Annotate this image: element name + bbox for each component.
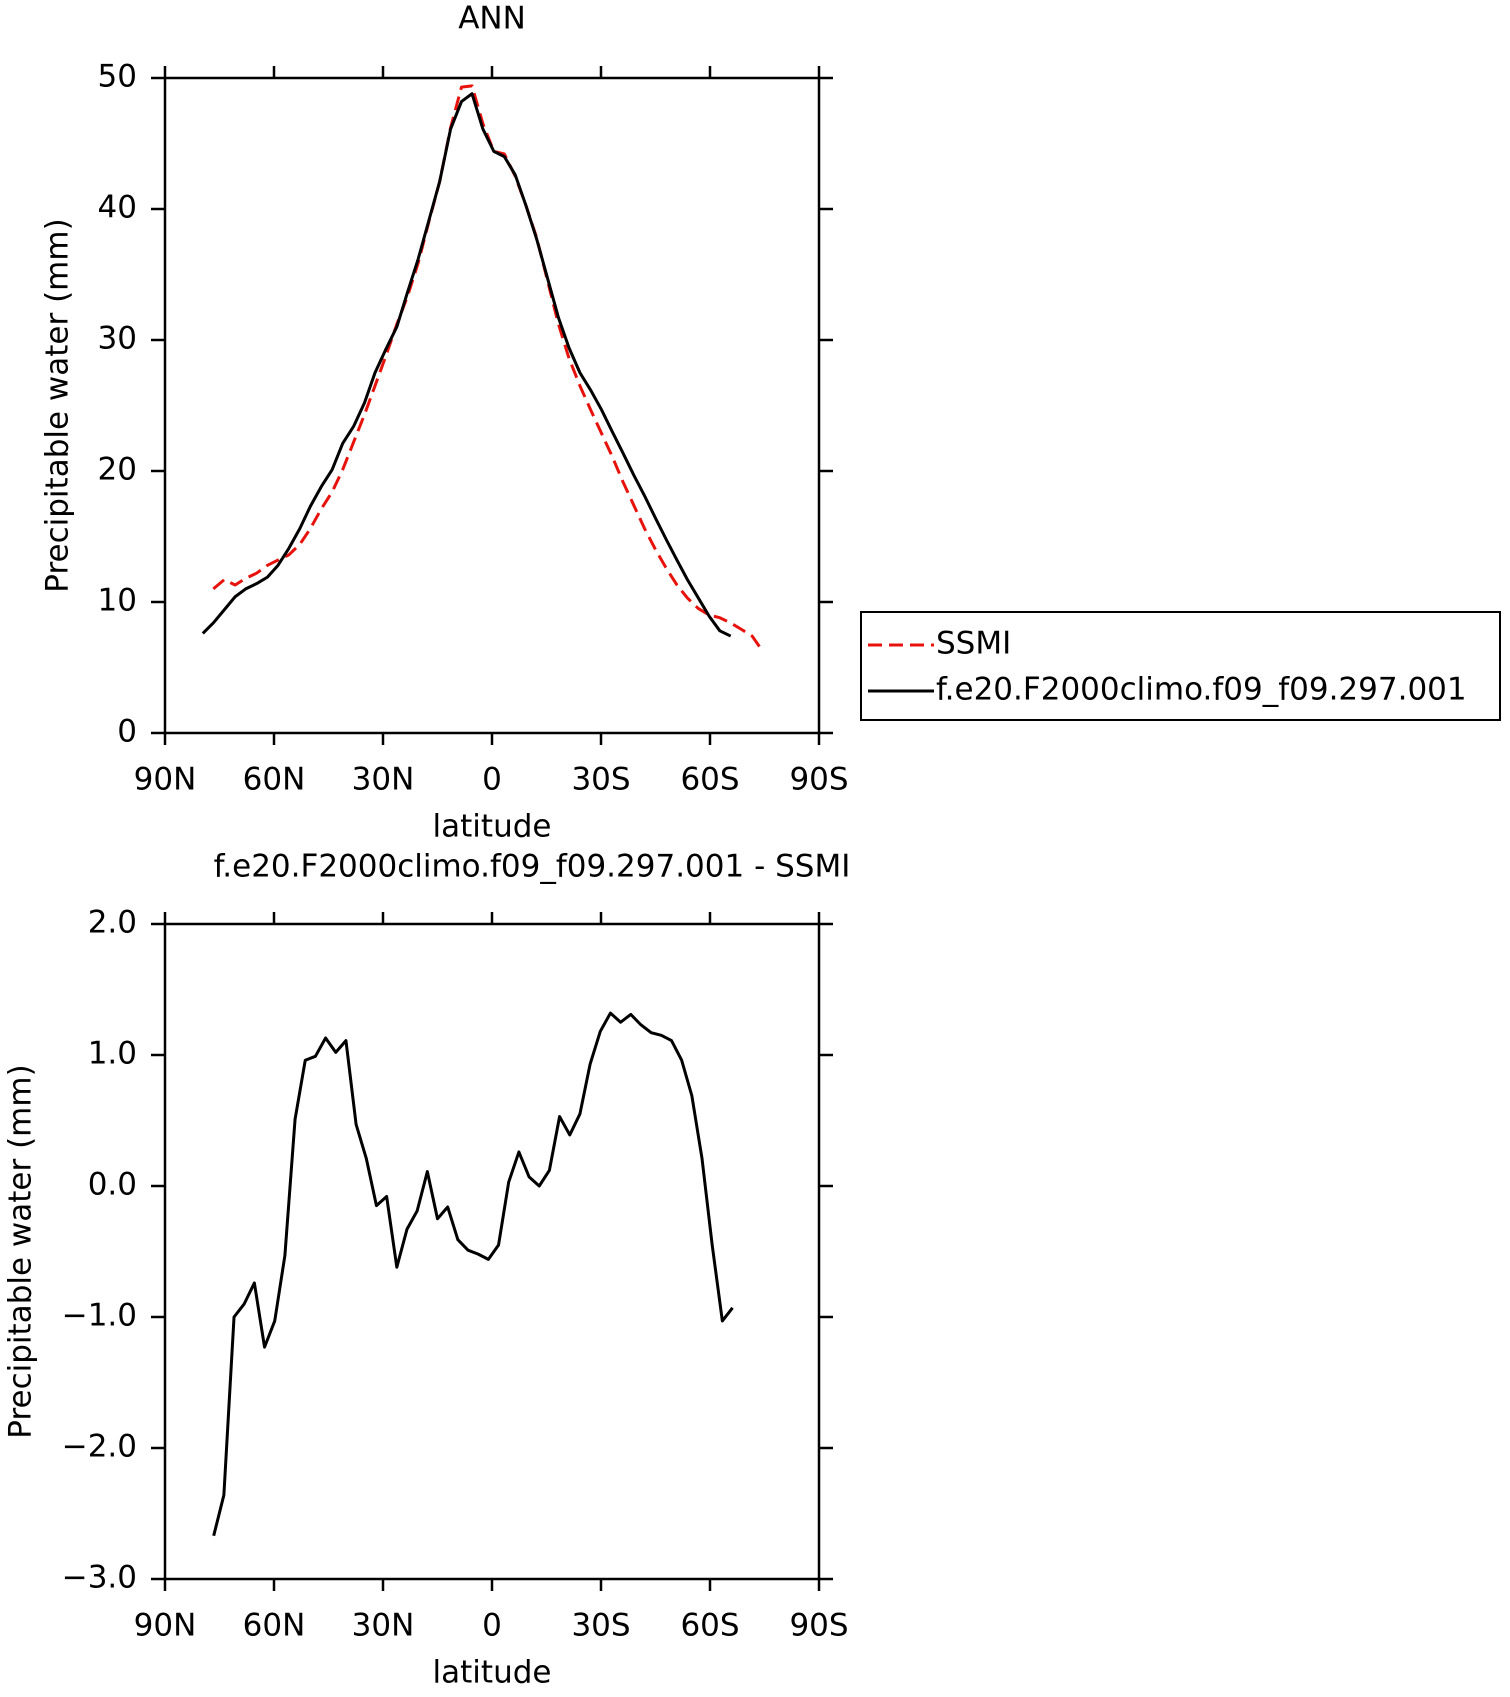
plot-frame (163, 76, 821, 735)
x-axis-label: latitude (433, 1655, 552, 1691)
x-tick-label: 90N (134, 1608, 197, 1644)
x-tick-label: 0 (482, 762, 502, 798)
x-tick-label: 90S (789, 1608, 848, 1644)
chart-panel: f.e20.F2000climo.f09_f09.297.001 - SSMI l… (3, 849, 851, 1691)
plot-frame (163, 922, 821, 1581)
y-axis-label: Precipitable water (mm) (3, 1064, 39, 1438)
x-tick-label: 60S (680, 762, 739, 798)
chart-title: f.e20.F2000climo.f09_f09.297.001 - SSMI (214, 849, 851, 885)
legend-label: f.e20.F2000climo.f09_f09.297.001 (936, 672, 1467, 708)
y-tick-label: 40 (98, 190, 137, 226)
series-line (201, 92, 732, 638)
x-tick-label: 30S (571, 762, 630, 798)
y-tick-label: 10 (98, 583, 137, 619)
x-tick-label: 0 (482, 1608, 502, 1644)
x-tick-label: 30N (352, 1608, 415, 1644)
y-tick-label: 2.0 (88, 905, 137, 941)
y-tick-label: 30 (98, 321, 137, 357)
legend-label: SSMI (936, 626, 1011, 662)
y-tick-label: 1.0 (88, 1036, 137, 1072)
y-tick-label: 20 (98, 452, 137, 488)
y-axis-label: Precipitable water (mm) (40, 218, 76, 592)
y-tick-label: −3.0 (62, 1560, 137, 1596)
x-tick-label: 30S (571, 1608, 630, 1644)
y-tick-label: 0 (117, 714, 137, 750)
x-tick-label: 90N (134, 762, 197, 798)
y-tick-label: 50 (98, 59, 137, 95)
x-tick-label: 60N (243, 762, 306, 798)
chart-panel: ANN latitude Precipitable water (mm) 90N 60N… (40, 1, 1501, 845)
x-tick-label: 30N (352, 762, 415, 798)
x-tick-label: 60N (243, 1608, 306, 1644)
x-axis-label: latitude (433, 809, 552, 845)
series-line (212, 1011, 734, 1537)
y-tick-label: −1.0 (62, 1298, 137, 1334)
y-tick-label: −2.0 (62, 1429, 137, 1465)
legend-box (860, 611, 1501, 721)
y-tick-label: 0.0 (88, 1167, 137, 1203)
chart-title: ANN (458, 1, 526, 37)
x-tick-label: 60S (680, 1608, 739, 1644)
x-tick-label: 90S (789, 762, 848, 798)
